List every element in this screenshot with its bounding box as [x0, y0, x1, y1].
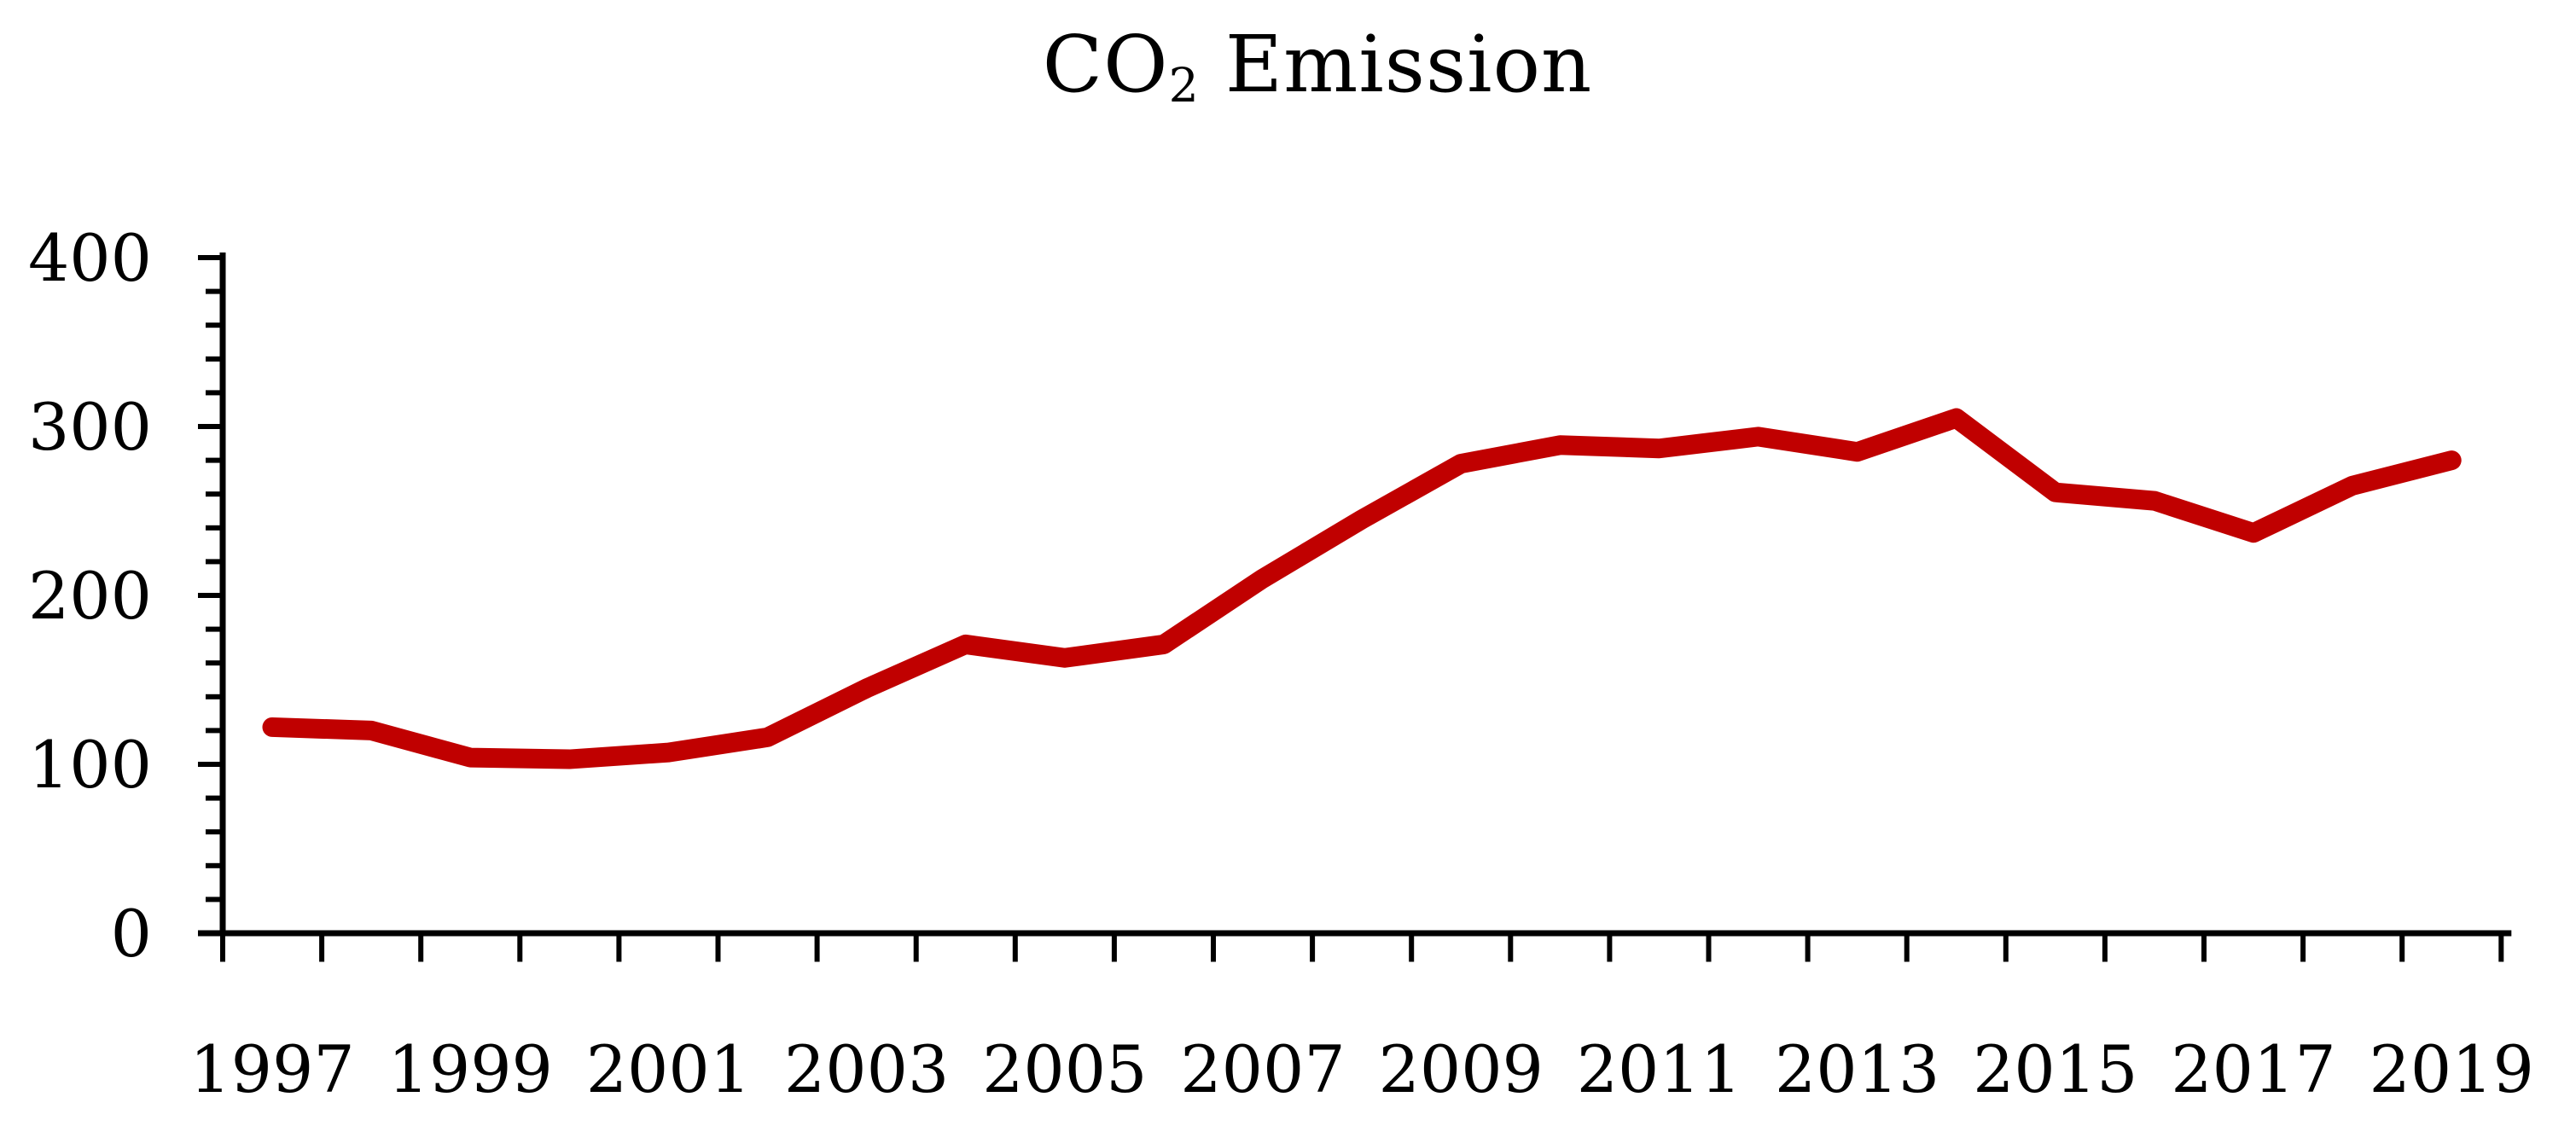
y-axis-minor-tick — [206, 694, 223, 699]
x-axis-tick — [1904, 933, 1910, 962]
chart-title: CO2 Emission — [891, 23, 1744, 114]
y-axis-tick-label: 100 — [28, 727, 152, 803]
y-axis-minor-tick — [206, 795, 223, 801]
x-axis-tick — [517, 933, 523, 962]
x-axis-tick-label: 1997 — [189, 1031, 354, 1107]
co2-emission-series-line — [262, 408, 2462, 769]
y-axis-tick-label: 0 — [111, 896, 152, 972]
x-axis-tick — [319, 933, 325, 962]
y-axis-major-tick — [198, 255, 223, 260]
x-axis-tick — [1409, 933, 1415, 962]
chart-title-suffix: Emission — [1199, 19, 1593, 110]
x-axis-tick — [1706, 933, 1712, 962]
y-axis-tick-label: 200 — [28, 558, 152, 634]
x-axis-tick — [616, 933, 622, 962]
x-axis-tick — [2201, 933, 2207, 962]
x-axis-tick — [913, 933, 919, 962]
x-axis-tick-label: 2009 — [1378, 1031, 1543, 1107]
y-axis-minor-tick — [206, 862, 223, 868]
x-axis-tick — [814, 933, 820, 962]
x-axis-tick-label: 2017 — [2171, 1031, 2335, 1107]
y-axis-minor-tick — [206, 491, 223, 497]
x-axis-tick-label: 2011 — [1577, 1031, 1742, 1107]
x-axis-line — [198, 930, 2512, 937]
y-axis-tick-label: 300 — [28, 389, 152, 465]
x-axis-tick — [1111, 933, 1117, 962]
y-axis-minor-tick — [206, 728, 223, 734]
x-axis-tick — [2399, 933, 2405, 962]
x-axis-tick-label: 2007 — [1180, 1031, 1345, 1107]
y-axis-minor-tick — [206, 559, 223, 565]
y-axis-major-tick — [198, 424, 223, 429]
x-axis-tick-label: 1999 — [387, 1031, 552, 1107]
chart-title-subscript: 2 — [1168, 59, 1200, 114]
y-axis-tick-label: 400 — [28, 220, 152, 296]
y-axis-minor-tick — [206, 390, 223, 396]
x-axis-tick — [220, 933, 225, 962]
x-axis-tick-label: 2003 — [784, 1031, 949, 1107]
x-axis-tick — [2003, 933, 2009, 962]
y-axis-minor-tick — [206, 356, 223, 362]
y-axis-major-tick — [198, 762, 223, 767]
x-axis-tick — [1508, 933, 1514, 962]
x-axis-tick — [1310, 933, 1316, 962]
chart-title-prefix: CO — [1042, 19, 1169, 110]
y-axis-minor-tick — [206, 626, 223, 632]
x-axis-tick — [2102, 933, 2108, 962]
y-axis-minor-tick — [206, 457, 223, 463]
x-axis-tick — [1607, 933, 1613, 962]
x-axis-tick-label: 2005 — [982, 1031, 1147, 1107]
x-axis-tick — [715, 933, 721, 962]
y-axis-minor-tick — [206, 288, 223, 294]
x-axis-tick — [1211, 933, 1216, 962]
x-axis-tick — [418, 933, 424, 962]
x-axis-tick-label: 2001 — [586, 1031, 751, 1107]
x-axis-tick-label: 2013 — [1775, 1031, 1939, 1107]
x-axis-tick-label: 2015 — [1973, 1031, 2137, 1107]
x-axis-tick-label: 2019 — [2369, 1031, 2533, 1107]
y-axis-minor-tick — [206, 322, 223, 328]
y-axis-major-tick — [198, 593, 223, 598]
y-axis-major-tick — [198, 931, 223, 936]
x-axis-tick — [1805, 933, 1811, 962]
x-axis-tick — [2498, 933, 2504, 962]
y-axis-minor-tick — [206, 897, 223, 903]
x-axis-tick — [1012, 933, 1018, 962]
y-axis-minor-tick — [206, 829, 223, 835]
y-axis-minor-tick — [206, 525, 223, 531]
y-axis-minor-tick — [206, 660, 223, 666]
x-axis-tick — [2300, 933, 2306, 962]
